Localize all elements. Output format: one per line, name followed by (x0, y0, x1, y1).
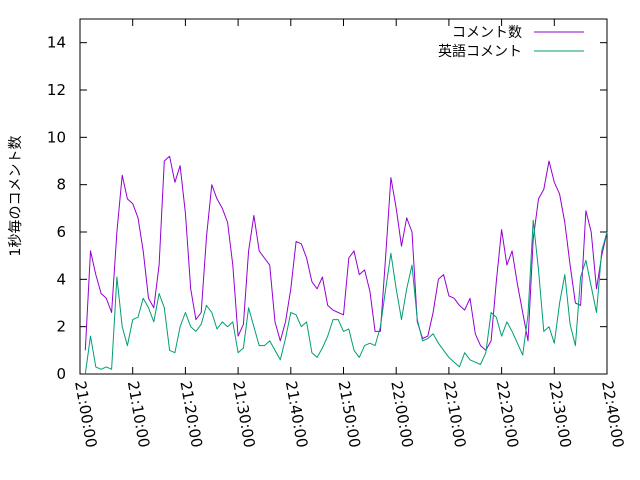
y-tick-label: 0 (56, 365, 66, 383)
x-tick-label: 21:10:00 (124, 380, 153, 449)
y-tick-label: 2 (56, 318, 66, 336)
y-tick-label: 10 (47, 128, 66, 146)
series-line-1 (84, 219, 608, 375)
x-axis: 21:00:00 21:10:00 21:20:00 21:30:00 21:40:00… (71, 19, 627, 449)
y-axis-label: 1秒毎のコメント数 (8, 136, 24, 257)
x-tick-label: 22:30:00 (545, 380, 574, 449)
x-tick-label: 22:00:00 (387, 380, 416, 449)
x-tick-label: 21:50:00 (335, 380, 364, 449)
x-tick-label: 21:40:00 (282, 380, 311, 449)
x-tick-label: 21:20:00 (176, 380, 205, 449)
series-line-0 (84, 155, 608, 351)
plot-frame (79, 18, 608, 375)
x-tick-label: 22:10:00 (440, 380, 469, 449)
x-tick-label: 22:20:00 (493, 380, 522, 449)
y-tick-label: 8 (56, 176, 66, 194)
x-tick-label: 21:00:00 (71, 380, 100, 449)
y-tick-label: 6 (56, 223, 66, 241)
legend-label-0: コメント数 (452, 25, 522, 41)
y-axis: 0 2 4 6 8 10 12 14 (47, 34, 607, 383)
x-tick-label: 22:40:00 (598, 380, 627, 449)
y-tick-label: 12 (47, 81, 66, 99)
y-tick-label: 4 (56, 270, 66, 288)
x-tick-label: 21:30:00 (229, 380, 258, 449)
series-lines (84, 155, 608, 375)
y-tick-label: 14 (47, 34, 66, 52)
legend-label-1: 英語コメント (438, 43, 522, 60)
